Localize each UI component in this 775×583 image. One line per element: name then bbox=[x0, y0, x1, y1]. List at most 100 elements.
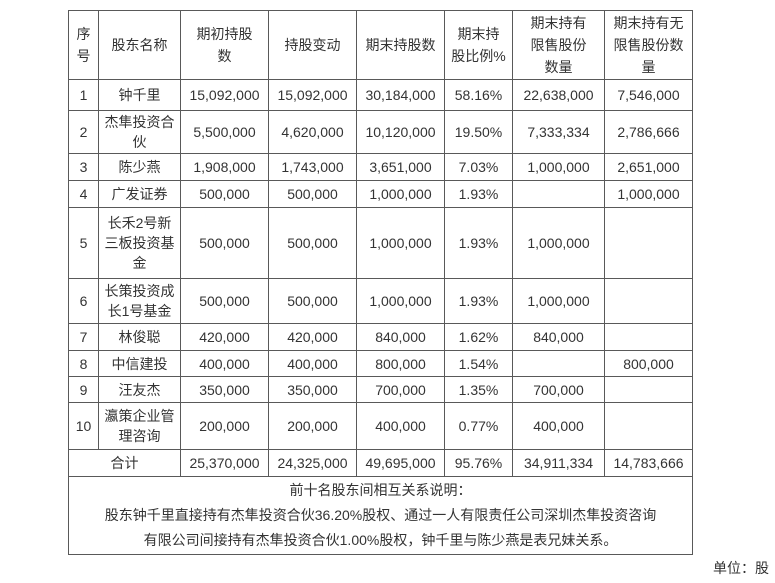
cell-shareholder-name: 长禾2号新三板投资基金 bbox=[98, 207, 181, 279]
cell-shareholder-name: 杰隼投资合伙 bbox=[98, 110, 181, 154]
cell-unrestricted-shares bbox=[604, 376, 693, 403]
cell-final-ratio: 1.93% bbox=[444, 278, 513, 324]
cell-total-unrestricted: 14,783,666 bbox=[604, 449, 693, 477]
cell-restricted-shares bbox=[512, 350, 605, 377]
cell-no: 7 bbox=[68, 323, 99, 351]
cell-initial-holdings: 500,000 bbox=[180, 278, 269, 324]
cell-final-ratio: 1.35% bbox=[444, 376, 513, 403]
cell-shareholder-name: 林俊聪 bbox=[98, 323, 181, 351]
cell-final-holdings: 1,000,000 bbox=[356, 180, 445, 208]
column-header-holdings-change: 持股变动 bbox=[268, 10, 357, 80]
cell-final-holdings: 800,000 bbox=[356, 350, 445, 377]
notes-title: 前十名股东间相互关系说明： bbox=[289, 482, 472, 498]
cell-final-ratio: 0.77% bbox=[444, 402, 513, 450]
cell-final-holdings: 840,000 bbox=[356, 323, 445, 351]
unit-label: 单位：股 bbox=[713, 560, 769, 576]
column-header-unrestricted-shares: 期末持有无 限售股份数 量 bbox=[604, 10, 693, 80]
notes-cell: 前十名股东间相互关系说明： 股东钟千里直接持有杰隼投资合伙36.20%股权、通过… bbox=[68, 476, 693, 555]
cell-initial-holdings: 500,000 bbox=[180, 207, 269, 279]
table-row: 6 长策投资成长1号基金 500,000 500,000 1,000,000 1… bbox=[68, 278, 693, 324]
cell-shareholder-name: 中信建投 bbox=[98, 350, 181, 377]
cell-total-restricted: 34,911,334 bbox=[512, 449, 605, 477]
cell-initial-holdings: 350,000 bbox=[180, 376, 269, 403]
table-row: 10 瀛策企业管理咨询 200,000 200,000 400,000 0.77… bbox=[68, 402, 693, 450]
cell-holdings-change: 500,000 bbox=[268, 180, 357, 208]
cell-no: 4 bbox=[68, 180, 99, 208]
cell-final-holdings: 10,120,000 bbox=[356, 110, 445, 154]
table-row: 7 林俊聪 420,000 420,000 840,000 1.62% 840,… bbox=[68, 323, 693, 351]
shareholders-table: 序 号 股东名称 期初持股 数 持股变动 期末持股数 期末持 股比例% 期末持有… bbox=[68, 10, 693, 555]
cell-shareholder-name: 陈少燕 bbox=[98, 153, 181, 181]
cell-no: 1 bbox=[68, 79, 99, 111]
cell-restricted-shares: 700,000 bbox=[512, 376, 605, 403]
cell-total-ratio: 95.76% bbox=[444, 449, 513, 477]
notes-row: 前十名股东间相互关系说明： 股东钟千里直接持有杰隼投资合伙36.20%股权、通过… bbox=[68, 476, 693, 555]
cell-unrestricted-shares: 1,000,000 bbox=[604, 180, 693, 208]
cell-shareholder-name: 瀛策企业管理咨询 bbox=[98, 402, 181, 450]
cell-holdings-change: 500,000 bbox=[268, 278, 357, 324]
cell-final-holdings: 400,000 bbox=[356, 402, 445, 450]
cell-no: 5 bbox=[68, 207, 99, 279]
cell-total-label: 合计 bbox=[68, 449, 181, 477]
column-header-no: 序 号 bbox=[68, 10, 99, 80]
cell-unrestricted-shares: 2,786,666 bbox=[604, 110, 693, 154]
cell-initial-holdings: 500,000 bbox=[180, 180, 269, 208]
cell-restricted-shares: 1,000,000 bbox=[512, 153, 605, 181]
cell-no: 10 bbox=[68, 402, 99, 450]
cell-final-holdings: 700,000 bbox=[356, 376, 445, 403]
cell-final-ratio: 1.62% bbox=[444, 323, 513, 351]
cell-restricted-shares: 22,638,000 bbox=[512, 79, 605, 111]
cell-restricted-shares bbox=[512, 180, 605, 208]
cell-initial-holdings: 420,000 bbox=[180, 323, 269, 351]
cell-initial-holdings: 200,000 bbox=[180, 402, 269, 450]
cell-unrestricted-shares bbox=[604, 323, 693, 351]
cell-restricted-shares: 400,000 bbox=[512, 402, 605, 450]
cell-initial-holdings: 400,000 bbox=[180, 350, 269, 377]
header-row: 序 号 股东名称 期初持股 数 持股变动 期末持股数 期末持 股比例% 期末持有… bbox=[68, 10, 693, 80]
cell-restricted-shares: 7,333,334 bbox=[512, 110, 605, 154]
cell-final-ratio: 1.54% bbox=[444, 350, 513, 377]
cell-restricted-shares: 1,000,000 bbox=[512, 207, 605, 279]
table-row: 4 广发证券 500,000 500,000 1,000,000 1.93% 1… bbox=[68, 180, 693, 208]
cell-final-holdings: 30,184,000 bbox=[356, 79, 445, 111]
cell-no: 9 bbox=[68, 376, 99, 403]
cell-unrestricted-shares bbox=[604, 402, 693, 450]
cell-shareholder-name: 广发证券 bbox=[98, 180, 181, 208]
cell-shareholder-name: 长策投资成长1号基金 bbox=[98, 278, 181, 324]
column-header-shareholder-name: 股东名称 bbox=[98, 10, 181, 80]
cell-final-ratio: 1.93% bbox=[444, 180, 513, 208]
cell-total-final: 49,695,000 bbox=[356, 449, 445, 477]
table-row: 5 长禾2号新三板投资基金 500,000 500,000 1,000,000 … bbox=[68, 207, 693, 279]
cell-final-ratio: 19.50% bbox=[444, 110, 513, 154]
cell-unrestricted-shares: 800,000 bbox=[604, 350, 693, 377]
cell-initial-holdings: 15,092,000 bbox=[180, 79, 269, 111]
cell-unrestricted-shares: 7,546,000 bbox=[604, 79, 693, 111]
cell-total-initial: 25,370,000 bbox=[180, 449, 269, 477]
column-header-initial-holdings: 期初持股 数 bbox=[180, 10, 269, 80]
cell-final-holdings: 3,651,000 bbox=[356, 153, 445, 181]
cell-shareholder-name: 钟千里 bbox=[98, 79, 181, 111]
cell-no: 6 bbox=[68, 278, 99, 324]
cell-total-change: 24,325,000 bbox=[268, 449, 357, 477]
cell-holdings-change: 420,000 bbox=[268, 323, 357, 351]
column-header-restricted-shares: 期末持有 限售股份 数量 bbox=[512, 10, 605, 80]
cell-final-ratio: 58.16% bbox=[444, 79, 513, 111]
cell-shareholder-name: 汪友杰 bbox=[98, 376, 181, 403]
cell-no: 2 bbox=[68, 110, 99, 154]
cell-initial-holdings: 5,500,000 bbox=[180, 110, 269, 154]
cell-holdings-change: 400,000 bbox=[268, 350, 357, 377]
cell-restricted-shares: 1,000,000 bbox=[512, 278, 605, 324]
column-header-final-holdings: 期末持股数 bbox=[356, 10, 445, 80]
cell-holdings-change: 500,000 bbox=[268, 207, 357, 279]
cell-holdings-change: 4,620,000 bbox=[268, 110, 357, 154]
cell-no: 3 bbox=[68, 153, 99, 181]
cell-unrestricted-shares: 2,651,000 bbox=[604, 153, 693, 181]
table-row: 1 钟千里 15,092,000 15,092,000 30,184,000 5… bbox=[68, 79, 693, 111]
cell-unrestricted-shares bbox=[604, 207, 693, 279]
column-header-final-ratio: 期末持 股比例% bbox=[444, 10, 513, 80]
table-row: 3 陈少燕 1,908,000 1,743,000 3,651,000 7.03… bbox=[68, 153, 693, 181]
cell-holdings-change: 350,000 bbox=[268, 376, 357, 403]
cell-final-holdings: 1,000,000 bbox=[356, 207, 445, 279]
cell-holdings-change: 200,000 bbox=[268, 402, 357, 450]
